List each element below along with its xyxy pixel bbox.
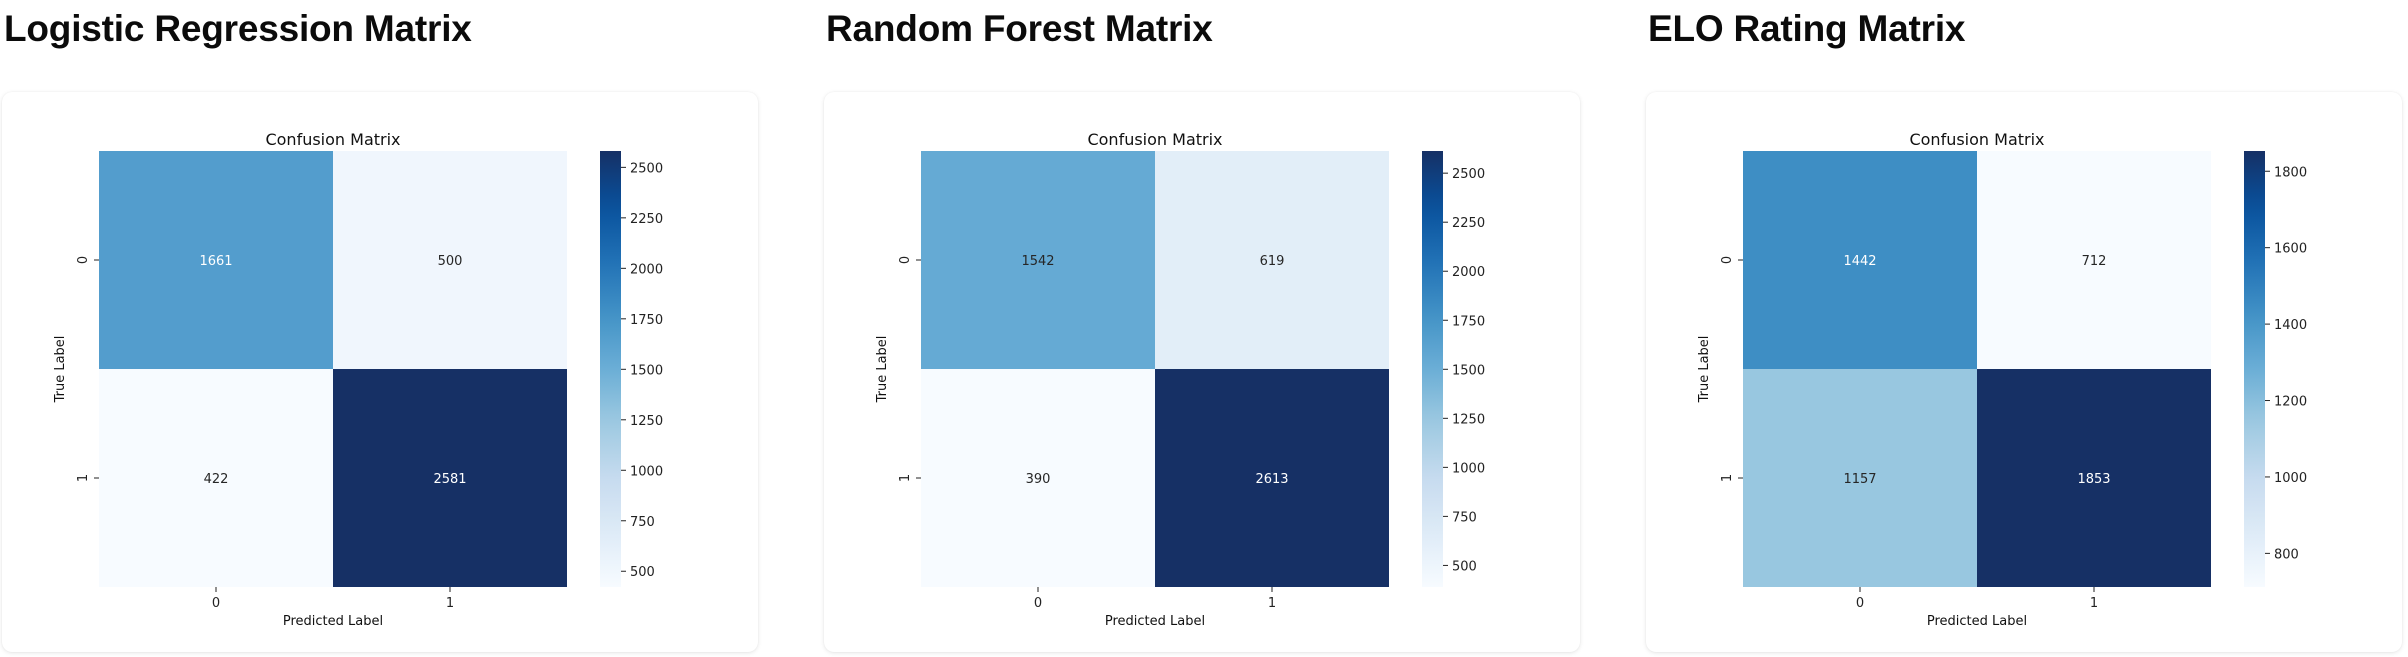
cell-label-0-1: 619 (1260, 254, 1285, 269)
y-tick-label: 1 (76, 474, 91, 482)
chart-title: Confusion Matrix (1087, 130, 1222, 149)
cell-label-0-1: 500 (438, 254, 463, 269)
panel-logistic-regression: Logistic Regression Matrix Confusion Mat… (0, 0, 760, 657)
colorbar-tick-label: 1250 (1452, 412, 1485, 427)
panel-title: Random Forest Matrix (826, 8, 1213, 49)
cell-0-0 (921, 151, 1155, 369)
confusion-matrix-chart: Confusion Matrix 1542 619 390 2613 0 1 0 1 Predic… (875, 130, 1485, 629)
cell-0-0 (99, 151, 333, 369)
colorbar-tick-label: 1250 (630, 414, 663, 429)
x-tick-label: 1 (2090, 596, 2098, 611)
cell-label-1-0: 390 (1026, 472, 1051, 487)
cell-1-0 (921, 369, 1155, 587)
colorbar-tick-label: 2250 (630, 212, 663, 227)
y-tick-label: 0 (898, 256, 913, 264)
colorbar-tick-label: 750 (1452, 510, 1477, 525)
cell-1-0 (99, 369, 333, 587)
colorbar (1422, 151, 1443, 587)
colorbar (2244, 151, 2265, 587)
panel-elo-rating: ELO Rating Matrix Confusion Matrix 1442 71… (1644, 0, 2404, 657)
x-tick-label: 0 (212, 596, 220, 611)
colorbar-tick-label: 800 (2274, 547, 2299, 562)
colorbar-tick-label: 1400 (2274, 318, 2307, 333)
confusion-matrix-chart: Confusion Matrix 1661 500 422 2581 0 1 0 1 Predic… (53, 130, 663, 629)
cell-0-1 (1155, 151, 1389, 369)
colorbar-tick-label: 1800 (2274, 165, 2307, 180)
colorbar-tick-label: 1000 (1452, 461, 1485, 476)
colorbar-tick-label: 1000 (630, 464, 663, 479)
y-axis-label: True Label (875, 336, 890, 404)
colorbar-tick-label: 1750 (630, 313, 663, 328)
cell-label-1-0: 422 (204, 472, 229, 487)
cell-label-0-0: 1661 (199, 254, 232, 269)
cell-1-1 (1977, 369, 2211, 587)
cell-label-0-0: 1542 (1021, 254, 1054, 269)
cell-label-0-1: 712 (2082, 254, 2107, 269)
x-axis-label: Predicted Label (1105, 614, 1205, 629)
colorbar-tick-label: 500 (1452, 559, 1477, 574)
colorbar-tick-label: 750 (630, 515, 655, 530)
chart-title: Confusion Matrix (265, 130, 400, 149)
cell-label-1-1: 2581 (433, 472, 466, 487)
colorbar-tick-label: 1000 (2274, 471, 2307, 486)
colorbar-tick-label: 1500 (1452, 363, 1485, 378)
confusion-matrix-chart: Confusion Matrix 1442 712 1157 1853 0 1 0 1 Predi… (1697, 130, 2307, 629)
colorbar-tick-label: 2000 (630, 262, 663, 277)
y-tick-label: 0 (76, 256, 91, 264)
cell-label-1-0: 1157 (1843, 472, 1876, 487)
colorbar-tick-label: 2500 (1452, 167, 1485, 182)
cell-label-1-1: 2613 (1255, 472, 1288, 487)
chart-title: Confusion Matrix (1909, 130, 2044, 149)
cell-label-0-0: 1442 (1843, 254, 1876, 269)
chart-card: Confusion Matrix 1442 712 1157 1853 0 1 0 1 Predi… (1646, 92, 2402, 652)
x-tick-label: 0 (1856, 596, 1864, 611)
panel-title: Logistic Regression Matrix (4, 8, 472, 49)
colorbar-tick-label: 2250 (1452, 216, 1485, 231)
y-tick-label: 0 (1720, 256, 1735, 264)
y-axis-label: True Label (53, 336, 68, 404)
cell-1-1 (1155, 369, 1389, 587)
x-tick-label: 1 (446, 596, 454, 611)
chart-card: Confusion Matrix 1542 619 390 2613 0 1 0 1 Predic… (824, 92, 1580, 652)
colorbar (600, 151, 621, 587)
panel-title: ELO Rating Matrix (1648, 8, 1966, 49)
cell-1-0 (1743, 369, 1977, 587)
colorbar-tick-label: 1500 (630, 363, 663, 378)
x-tick-label: 0 (1034, 596, 1042, 611)
colorbar-tick-label: 500 (630, 565, 655, 580)
x-axis-label: Predicted Label (283, 614, 383, 629)
panel-random-forest: Random Forest Matrix Confusion Matrix 154… (822, 0, 1582, 657)
chart-card: Confusion Matrix 1661 500 422 2581 0 1 0 1 Predic… (2, 92, 758, 652)
y-tick-label: 1 (898, 474, 913, 482)
x-tick-label: 1 (1268, 596, 1276, 611)
colorbar-tick-label: 1750 (1452, 314, 1485, 329)
y-axis-label: True Label (1697, 336, 1712, 404)
cell-0-1 (333, 151, 567, 369)
cell-0-1 (1977, 151, 2211, 369)
colorbar-tick-label: 1200 (2274, 395, 2307, 410)
x-axis-label: Predicted Label (1927, 614, 2027, 629)
cell-1-1 (333, 369, 567, 587)
colorbar-tick-label: 1600 (2274, 242, 2307, 257)
cell-0-0 (1743, 151, 1977, 369)
cell-label-1-1: 1853 (2077, 472, 2110, 487)
y-tick-label: 1 (1720, 474, 1735, 482)
colorbar-tick-label: 2500 (630, 161, 663, 176)
colorbar-tick-label: 2000 (1452, 265, 1485, 280)
